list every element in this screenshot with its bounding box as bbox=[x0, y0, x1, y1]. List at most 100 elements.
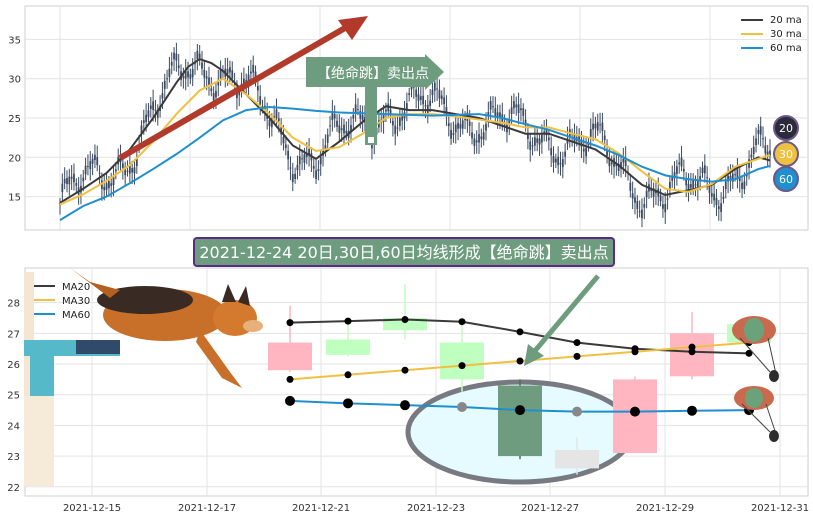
overview-candle-body bbox=[508, 119, 511, 124]
overview-candle-body bbox=[161, 93, 164, 99]
overview-candle-body bbox=[121, 163, 124, 168]
trend-arrow bbox=[118, 16, 368, 161]
overview-candle-body bbox=[608, 158, 611, 167]
overview-candle-body bbox=[91, 158, 94, 164]
overview-candle-body bbox=[343, 124, 345, 134]
overview-candle-body bbox=[487, 111, 490, 116]
overview-candle-body bbox=[152, 101, 155, 110]
overview-candle-body bbox=[233, 84, 236, 86]
legend-item-ma20: MA20 bbox=[62, 282, 90, 293]
overview-candle-body bbox=[196, 50, 199, 60]
detail-series-point-MA60 bbox=[343, 398, 353, 409]
overview-candle-body bbox=[294, 173, 297, 180]
overview-candle-body bbox=[252, 64, 255, 73]
detail-series-point-MA30 bbox=[344, 371, 352, 379]
overview-candle-body bbox=[531, 145, 534, 147]
overview-candle-body bbox=[515, 104, 518, 108]
detail-series-point-MA20 bbox=[516, 328, 524, 336]
overview-candle-body bbox=[655, 191, 657, 194]
overview-candle-body bbox=[431, 89, 434, 96]
overview-candle-body bbox=[426, 104, 429, 113]
overview-candle-body bbox=[743, 181, 746, 190]
detail-ma-lines bbox=[285, 316, 754, 417]
overview-candle-body bbox=[685, 178, 688, 186]
overview-candle-body bbox=[464, 119, 466, 121]
overview-candle-body bbox=[208, 77, 210, 87]
overview-candle-body bbox=[438, 90, 441, 99]
overview-candle-body bbox=[247, 74, 250, 84]
overview-candle-body bbox=[350, 125, 352, 132]
overview-candle-body bbox=[673, 172, 676, 179]
overview-candle-body bbox=[759, 126, 762, 135]
overview-candle-body bbox=[578, 135, 581, 143]
overview-candle-body bbox=[133, 167, 136, 174]
diving-board-illustration bbox=[24, 272, 120, 486]
overview-candle-body bbox=[724, 181, 727, 190]
badge-30: 30 bbox=[779, 148, 793, 161]
overview-candle-body bbox=[303, 154, 306, 163]
overview-candle-body bbox=[168, 68, 171, 78]
overview-candle-body bbox=[545, 126, 548, 136]
overview-candle-body bbox=[259, 96, 262, 105]
overview-candle-body bbox=[391, 120, 394, 126]
overview-candle-body bbox=[643, 204, 646, 208]
detail-candle-body bbox=[326, 339, 370, 355]
ma-badges: 20 30 60 bbox=[773, 115, 799, 192]
overview-candle-body bbox=[499, 112, 501, 118]
overview-candle-body bbox=[606, 149, 608, 156]
overview-candle-body bbox=[538, 138, 541, 145]
overview-candle-body bbox=[748, 159, 750, 168]
overview-candle-body bbox=[166, 78, 168, 80]
overview-candle-body bbox=[154, 109, 157, 111]
detail-series-point-MA60 bbox=[457, 402, 467, 413]
overview-candle-body bbox=[187, 71, 189, 78]
detail-series-point-MA20 bbox=[458, 318, 466, 326]
overview-candle-body bbox=[70, 176, 73, 179]
detail-x-tick-label: 2021-12-29 bbox=[636, 503, 694, 514]
overview-candle-body bbox=[147, 110, 150, 117]
overview-candle-body bbox=[694, 184, 697, 186]
detail-series-point-MA60 bbox=[630, 406, 640, 417]
overview-candle-body bbox=[419, 96, 422, 100]
overview-candle-body bbox=[510, 107, 513, 114]
overview-candle-body bbox=[382, 113, 385, 122]
detail-y-tick-label: 26 bbox=[7, 360, 20, 371]
detail-x-tick-label: 2021-12-15 bbox=[63, 503, 121, 514]
overview-candle-body bbox=[682, 168, 685, 172]
overview-candle-body bbox=[622, 158, 625, 163]
overview-candle-body bbox=[205, 76, 208, 79]
overview-candle-body bbox=[291, 173, 294, 182]
detail-y-tick-label: 23 bbox=[7, 452, 20, 463]
detail-series-point-MA60 bbox=[687, 405, 697, 416]
overview-candle-body bbox=[745, 174, 748, 177]
overview-candle-body bbox=[554, 158, 557, 163]
overview-candle-body bbox=[75, 183, 78, 186]
chart-title: 2021-12-24 20日,30日,60日均线形成【绝命跳】卖出点 bbox=[199, 243, 608, 262]
overview-candle-body bbox=[494, 108, 497, 117]
overview-candle-body bbox=[729, 175, 732, 181]
overview-candle-body bbox=[254, 71, 257, 78]
detail-candle-body bbox=[268, 342, 312, 371]
overview-candle-body bbox=[664, 203, 667, 213]
overview-candle-body bbox=[110, 183, 113, 186]
overview-candle-body bbox=[536, 138, 539, 143]
overview-candle-body bbox=[589, 129, 592, 137]
overview-candle-body bbox=[617, 163, 620, 171]
legend-item-ma60: MA60 bbox=[62, 310, 90, 321]
detail-x-ticks: 2021-12-15 2021-12-17 2021-12-21 2021-12-23… bbox=[63, 503, 809, 514]
overview-y-ticks: 15 20 25 30 35 bbox=[8, 35, 21, 203]
overview-candle-body bbox=[415, 89, 418, 97]
detail-series-point-MA30 bbox=[688, 343, 696, 351]
legend-item-30ma: 30 ma bbox=[770, 29, 802, 40]
overview-candle-body bbox=[559, 163, 562, 165]
overview-candle-body bbox=[296, 164, 299, 171]
overview-candle-body bbox=[669, 182, 671, 191]
overview-candle-body bbox=[305, 153, 308, 157]
overview-candle-body bbox=[124, 166, 127, 176]
sell-point-text: 【绝命跳】卖出点 bbox=[317, 65, 429, 82]
overview-candle-body bbox=[520, 108, 522, 111]
detail-series-point-MA60 bbox=[572, 406, 582, 417]
legend-item-ma30: MA30 bbox=[62, 296, 90, 307]
overview-candle-body bbox=[270, 119, 273, 128]
overview-candles bbox=[59, 42, 771, 228]
